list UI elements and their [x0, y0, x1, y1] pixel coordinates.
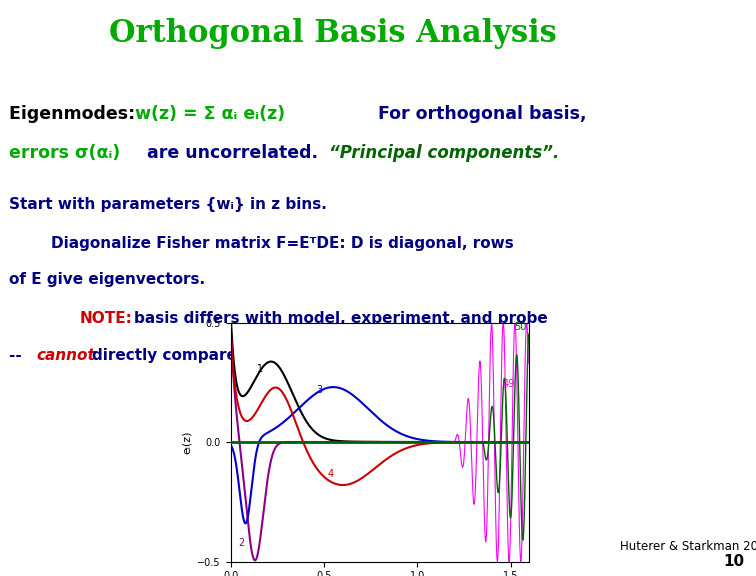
Text: errors σ(αᵢ): errors σ(αᵢ) — [9, 144, 120, 162]
Text: Eigenmodes:: Eigenmodes: — [9, 105, 141, 123]
Text: directly compare.: directly compare. — [92, 348, 243, 363]
Text: For orthogonal basis,: For orthogonal basis, — [378, 105, 587, 123]
Text: w(z) = Σ αᵢ eᵢ(z): w(z) = Σ αᵢ eᵢ(z) — [135, 105, 285, 123]
Text: 49: 49 — [502, 379, 514, 389]
Text: “Principal components”.: “Principal components”. — [329, 144, 559, 162]
Text: of E give eigenvectors.: of E give eigenvectors. — [9, 272, 205, 287]
Text: 50: 50 — [514, 322, 527, 332]
Text: --: -- — [9, 348, 27, 363]
Text: 10: 10 — [723, 554, 745, 569]
Text: are uncorrelated.: are uncorrelated. — [147, 144, 318, 162]
Text: basis differs with model, experiment, and probe: basis differs with model, experiment, an… — [134, 310, 547, 325]
Text: Start with parameters {wᵢ} in z bins.: Start with parameters {wᵢ} in z bins. — [9, 197, 327, 212]
Text: cannot: cannot — [36, 348, 95, 363]
Text: 2: 2 — [238, 538, 244, 548]
Text: Diagonalize Fisher matrix F=EᵀDE: D is diagonal, rows: Diagonalize Fisher matrix F=EᵀDE: D is d… — [9, 236, 514, 251]
Y-axis label: eᵢ(z): eᵢ(z) — [181, 430, 192, 454]
Text: 3: 3 — [317, 385, 323, 395]
Text: 1: 1 — [257, 363, 263, 374]
Text: Orthogonal Basis Analysis: Orthogonal Basis Analysis — [109, 18, 556, 49]
Text: 4: 4 — [327, 469, 333, 479]
Text: NOTE:: NOTE: — [79, 310, 132, 325]
Text: Huterer & Starkman 2003: Huterer & Starkman 2003 — [620, 540, 756, 553]
